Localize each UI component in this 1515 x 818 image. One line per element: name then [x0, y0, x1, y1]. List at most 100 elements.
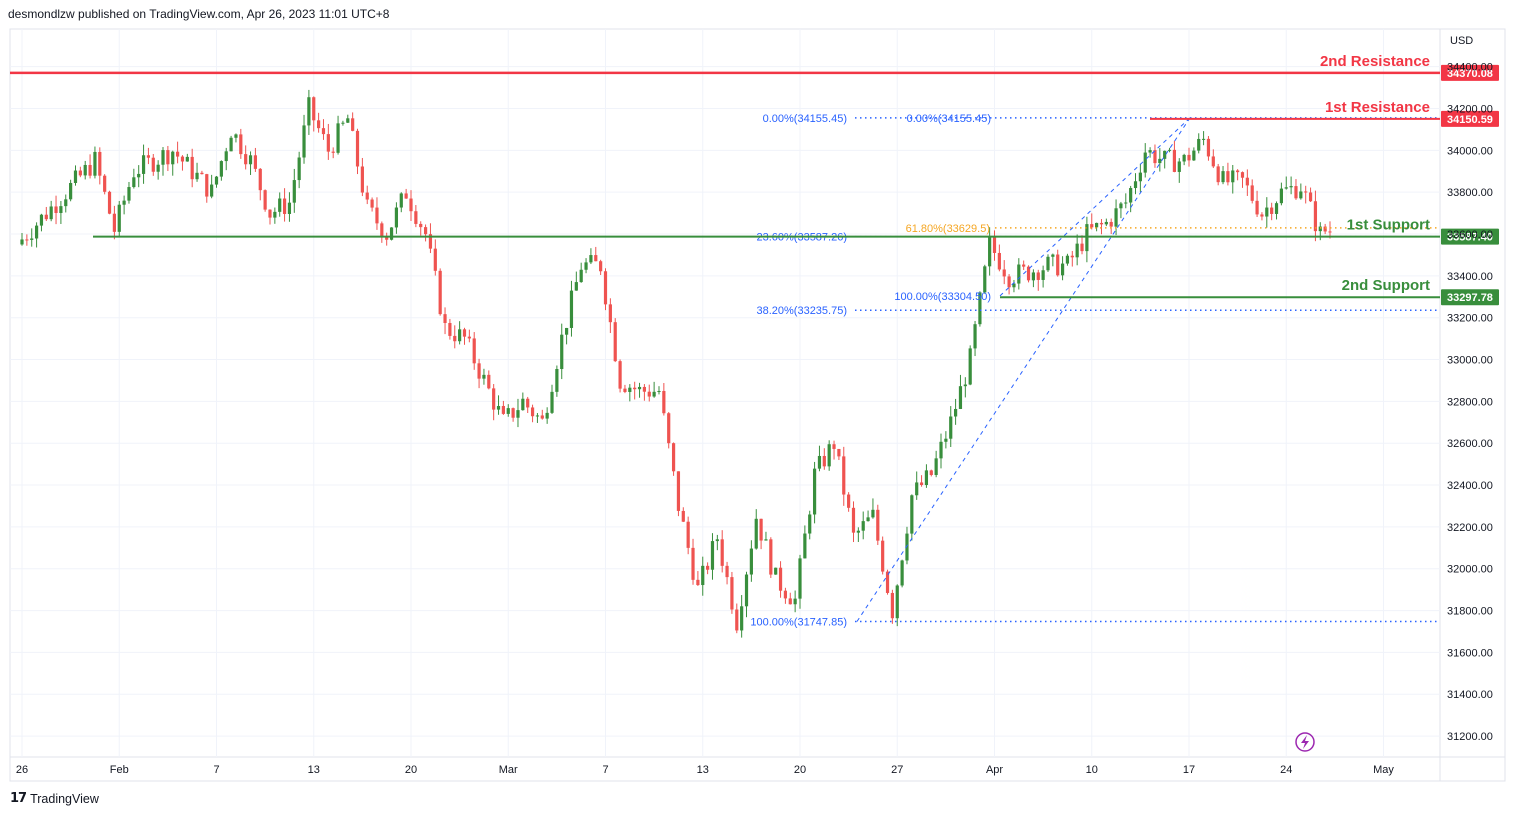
candle-body	[200, 172, 204, 175]
candle-body	[565, 327, 569, 335]
candle-body	[1284, 187, 1288, 189]
candle-body	[190, 156, 194, 180]
candle-body	[827, 444, 831, 467]
candle-body	[681, 510, 685, 522]
candle-body	[963, 384, 967, 387]
candle-body	[351, 118, 355, 131]
candle-body	[1279, 188, 1283, 204]
candle-body	[822, 455, 826, 467]
candle-body	[385, 237, 389, 240]
candle-body	[783, 590, 788, 599]
candle-body	[83, 164, 87, 176]
time-axis[interactable]: 26 Feb 7 13 20 Mar 7 13 20 27 Apr 10 17 24 May	[16, 764, 1395, 776]
candle-body	[1109, 221, 1113, 227]
fib-label: 23.60%(33587.26)	[756, 232, 847, 244]
candle-body	[49, 206, 53, 220]
candle-body	[171, 151, 175, 165]
candle-body	[793, 598, 797, 605]
candle-body	[881, 540, 885, 572]
candle-body	[949, 416, 953, 439]
candle-body	[584, 262, 588, 270]
candle-body	[1022, 264, 1026, 267]
candle-body	[861, 521, 865, 531]
candle-body	[219, 161, 223, 177]
fib-label: 100.00%(33304.50)	[894, 291, 991, 303]
candle-body	[885, 571, 890, 593]
candle-body	[613, 322, 617, 362]
res1-price-tag	[1441, 110, 1499, 127]
candle-body	[78, 170, 82, 176]
candle-body	[1099, 222, 1104, 225]
candle-body	[117, 204, 121, 232]
candle-body	[1031, 272, 1035, 281]
candle-body	[696, 579, 700, 586]
candle-body	[1197, 138, 1201, 151]
candle-body	[1187, 154, 1191, 161]
candle-body	[1046, 256, 1050, 271]
candle-body	[603, 271, 608, 305]
candle-body	[642, 386, 646, 392]
candle-body	[895, 585, 899, 619]
candle-body	[107, 191, 112, 214]
candle-body	[890, 592, 894, 619]
price-tick-label: 34000.00	[1447, 145, 1493, 157]
publisher-caption: desmondlzw published on TradingView.com,…	[8, 7, 390, 21]
candle-body	[307, 97, 311, 126]
candle-body	[671, 443, 676, 472]
candle-body	[521, 398, 525, 411]
price-axis[interactable]: USD 31200.00 31400.00 31600.00 31800.00 32000…	[1447, 35, 1493, 743]
candle-body	[934, 458, 938, 475]
candle-body	[54, 206, 58, 213]
candle-body	[662, 390, 666, 414]
candle-body	[482, 374, 486, 379]
candle-body	[1240, 172, 1245, 178]
candle-body	[69, 182, 73, 200]
candle-body	[146, 155, 151, 158]
candle-body	[929, 470, 933, 475]
candle-body	[20, 239, 24, 245]
candle-body	[589, 255, 593, 263]
candle-body	[997, 252, 1001, 270]
price-tick-label: 33600.00	[1447, 229, 1493, 241]
candle-body	[399, 193, 403, 208]
candle-body	[1104, 221, 1108, 225]
candle-body	[798, 558, 802, 599]
tradingview-brand: TradingView	[30, 791, 99, 806]
candle-body	[1294, 186, 1298, 199]
support-resistance-levels: 2nd Resistance 34370.08 1st Resistance 3415…	[10, 53, 1499, 306]
candle-body	[1221, 171, 1225, 183]
candle-body	[1177, 161, 1181, 172]
candle-body	[268, 209, 272, 218]
candle-body	[812, 468, 817, 515]
candle-body	[1192, 150, 1196, 161]
candle-body	[1270, 207, 1274, 214]
candle-body	[992, 236, 997, 253]
candle-body	[803, 533, 807, 559]
price-tick-label: 33800.00	[1447, 187, 1493, 199]
price-tick-label: 32000.00	[1447, 564, 1493, 576]
candle-body	[968, 348, 972, 385]
extras	[1295, 732, 1315, 752]
candle-body	[637, 386, 642, 390]
candle-body	[720, 539, 724, 566]
candle-body	[1201, 138, 1206, 140]
candles	[20, 89, 1332, 638]
candle-body	[754, 518, 758, 549]
candle-body	[954, 408, 958, 417]
res2-label: 2nd Resistance	[1320, 53, 1430, 70]
candle-body	[93, 151, 97, 176]
time-tick-label: 24	[1280, 764, 1292, 776]
time-tick-label: Apr	[986, 764, 1003, 776]
candle-body	[1328, 231, 1332, 233]
fib-trendline	[999, 117, 1191, 297]
candle-body	[341, 122, 345, 124]
candle-body	[317, 120, 321, 129]
time-tick-label: Feb	[110, 764, 129, 776]
candle-body	[404, 193, 408, 199]
price-tick-label: 32600.00	[1447, 438, 1493, 450]
time-tick-label: May	[1373, 764, 1394, 776]
price-tick-label: 31400.00	[1447, 689, 1493, 701]
candle-body	[788, 598, 792, 605]
candle-body	[98, 151, 102, 176]
